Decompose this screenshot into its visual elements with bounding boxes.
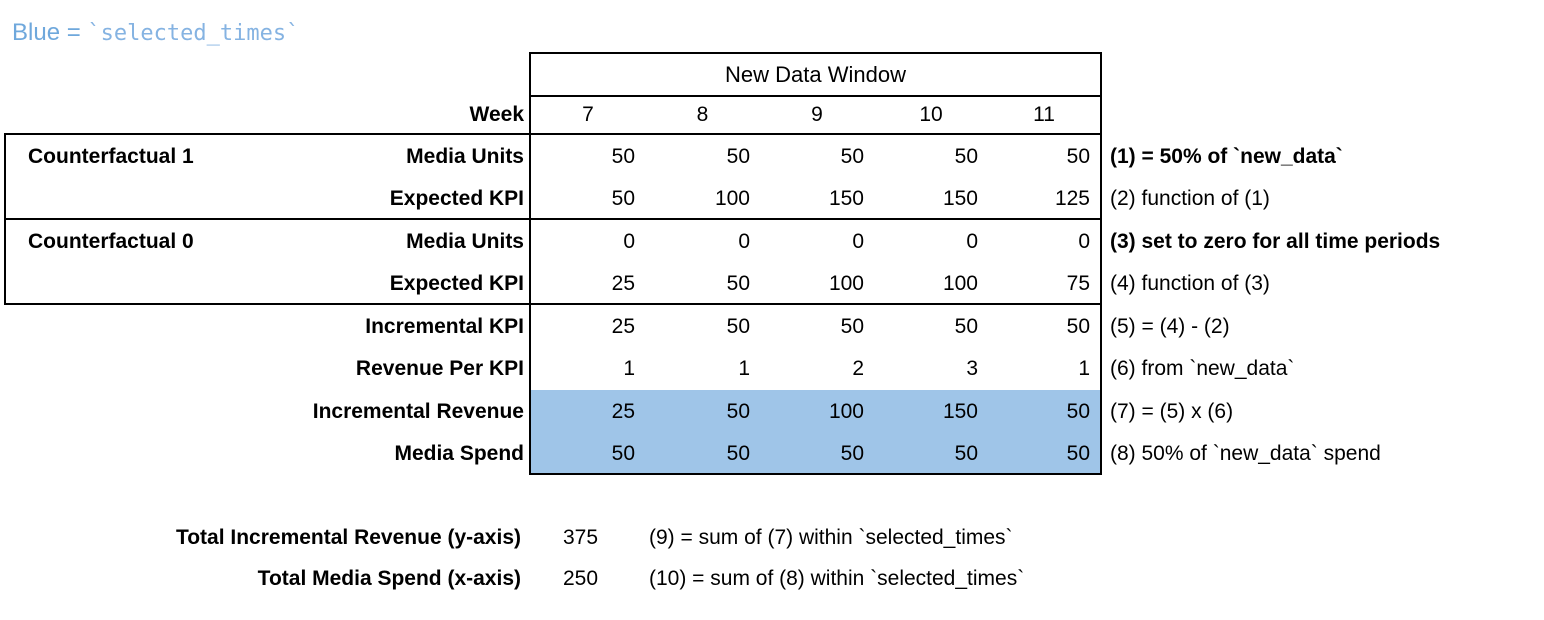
value-cell: 1	[1078, 357, 1090, 380]
value-cell: 100	[714, 187, 750, 210]
table-divider-below-cf0	[529, 303, 1102, 305]
row-note: (6) from `new_data`	[1110, 357, 1295, 380]
total-incremental-revenue-note: (9) = sum of (7) within `selected_times`	[649, 526, 1013, 549]
row-note: (4) function of (3)	[1110, 272, 1270, 295]
table-divider-below-week	[529, 133, 1102, 135]
legend-title-code: `selected_times`	[87, 21, 300, 46]
total-media-spend-value: 250	[563, 567, 599, 590]
total-media-spend-note: (10) = sum of (8) within `selected_times…	[649, 567, 1025, 590]
week-cell: 8	[696, 103, 709, 126]
value-cell: 2	[852, 357, 864, 380]
value-cell: 50	[954, 144, 978, 168]
new-data-window-header: New Data Window	[725, 61, 906, 87]
value-cell: 0	[1078, 229, 1090, 253]
value-cell: 0	[966, 229, 978, 253]
highlight-region-selected-times	[531, 390, 1100, 473]
value-cell: 0	[738, 229, 750, 253]
value-cell: 50	[954, 314, 978, 338]
legend-title-text: Blue =	[12, 19, 88, 46]
row-note: (8) 50% of `new_data` spend	[1110, 442, 1381, 465]
value-cell: 100	[942, 272, 978, 295]
value-cell: 1	[738, 357, 750, 380]
value-cell: 50	[1066, 399, 1090, 423]
row-label: Media Spend	[394, 442, 524, 465]
value-cell: 50	[1066, 442, 1090, 465]
row-label: Incremental KPI	[365, 314, 524, 338]
value-cell: 50	[1066, 144, 1090, 168]
row-label: Expected KPI	[389, 272, 524, 295]
value-cell: 75	[1066, 272, 1090, 295]
value-cell: 100	[828, 272, 864, 295]
value-cell: 100	[828, 399, 864, 423]
table-divider-below-cf1	[529, 218, 1102, 220]
value-cell: 25	[611, 272, 635, 295]
legend-title: Blue = `selected_times`	[12, 19, 299, 47]
row-label: Media Units	[406, 144, 524, 168]
week-cell: 7	[582, 103, 594, 126]
week-cell: 11	[1033, 103, 1055, 126]
value-cell: 50	[611, 187, 635, 210]
value-cell: 1	[623, 357, 635, 380]
row-label: Expected KPI	[389, 187, 524, 210]
value-cell: 50	[611, 144, 635, 168]
value-cell: 50	[840, 314, 864, 338]
value-cell: 3	[966, 357, 978, 380]
value-cell: 50	[1066, 314, 1090, 338]
row-note: (3) set to zero for all time periods	[1110, 229, 1441, 253]
value-cell: 50	[840, 442, 864, 465]
table-divider-below-header	[529, 95, 1102, 97]
value-cell: 50	[726, 314, 750, 338]
value-cell: 50	[611, 442, 635, 465]
row-note: (7) = (5) x (6)	[1110, 399, 1234, 423]
total-incremental-revenue-value: 375	[563, 526, 599, 549]
value-cell: 150	[942, 399, 978, 423]
total-incremental-revenue-label: Total Incremental Revenue (y-axis)	[175, 526, 521, 549]
row-note: (2) function of (1)	[1110, 187, 1270, 210]
value-cell: 125	[1054, 187, 1090, 210]
value-cell: 25	[611, 399, 635, 423]
value-cell: 50	[726, 442, 750, 465]
row-label: Revenue Per KPI	[355, 357, 524, 380]
value-cell: 25	[611, 314, 635, 338]
value-cell: 0	[623, 229, 635, 253]
row-note: (1) = 50% of `new_data`	[1110, 144, 1343, 168]
week-cell: 10	[919, 103, 943, 126]
week-cell: 9	[811, 103, 823, 126]
value-cell: 50	[726, 144, 750, 168]
value-cell: 50	[726, 272, 750, 295]
value-cell: 50	[840, 144, 864, 168]
week-label: Week	[469, 103, 524, 126]
value-cell: 150	[828, 187, 864, 210]
value-cell: 150	[942, 187, 978, 210]
value-cell: 50	[726, 399, 750, 423]
group-label-counterfactual-1: Counterfactual 1	[28, 144, 194, 168]
total-media-spend-label: Total Media Spend (x-axis)	[257, 567, 521, 590]
row-label: Incremental Revenue	[312, 399, 524, 423]
row-label: Media Units	[406, 229, 524, 253]
value-cell: 50	[954, 442, 978, 465]
group-label-counterfactual-0: Counterfactual 0	[28, 229, 194, 253]
group-box-counterfactual-0	[4, 218, 531, 305]
value-cell: 0	[852, 229, 864, 253]
row-note: (5) = (4) - (2)	[1110, 314, 1230, 338]
